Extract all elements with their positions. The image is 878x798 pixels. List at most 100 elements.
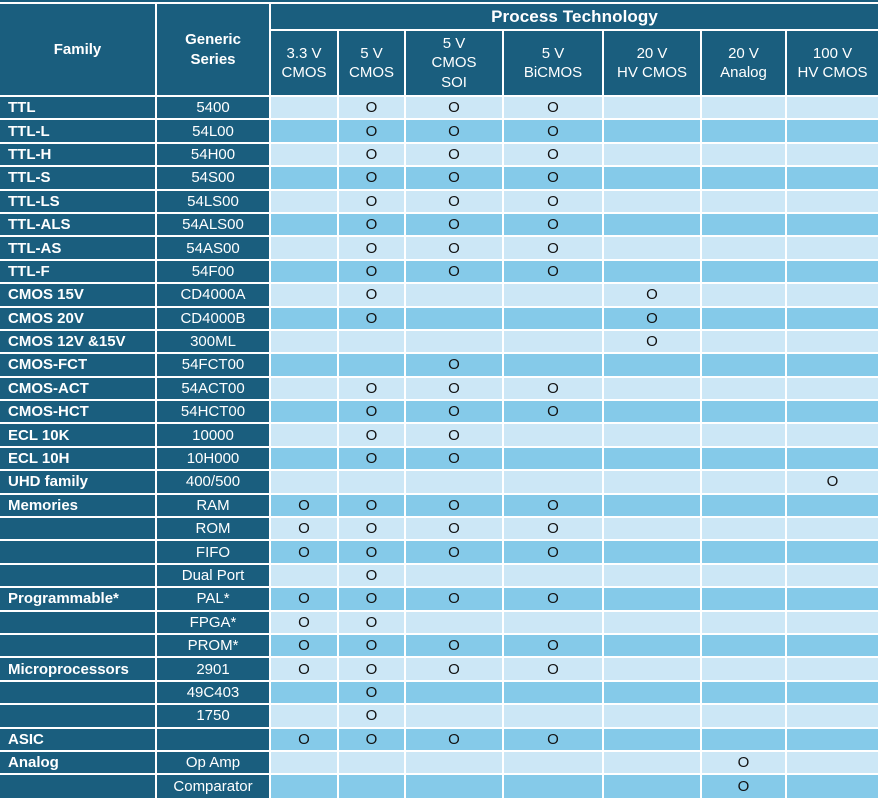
mark-cell-4: O xyxy=(502,375,604,402)
mark-cell-1 xyxy=(269,328,339,355)
family-cell xyxy=(0,632,157,659)
mark-cell-7 xyxy=(784,422,878,448)
family-cell: Analog xyxy=(0,749,157,776)
mark-cell-2: O xyxy=(337,679,406,706)
series-cell: 400/500 xyxy=(155,469,271,495)
mark-cell-1 xyxy=(269,703,339,729)
mark-cell-3: O xyxy=(404,492,504,519)
mark-cell-4: O xyxy=(502,258,604,285)
process-technology-table: Family Generic Series Process Technology… xyxy=(0,3,878,798)
mark-cell-1 xyxy=(269,211,339,238)
mark-cell-5 xyxy=(602,609,702,636)
mark-cell-2: O xyxy=(337,118,406,144)
mark-cell-4 xyxy=(502,328,604,355)
mark-cell-3 xyxy=(404,282,504,308)
mark-cell-7 xyxy=(784,141,878,168)
table-row: CMOS-FCT 54FCT00 O xyxy=(0,352,878,378)
mark-cell-4 xyxy=(502,749,604,776)
mark-cell-1 xyxy=(269,188,339,214)
table-row: CMOS 12V &15V 300ML O xyxy=(0,328,878,355)
mark-cell-6 xyxy=(700,539,787,565)
series-cell: 54F00 xyxy=(155,258,271,285)
mark-cell-4 xyxy=(502,703,604,729)
family-cell: CMOS-HCT xyxy=(0,399,157,425)
mark-cell-7 xyxy=(784,539,878,565)
mark-cell-6 xyxy=(700,165,787,191)
mark-cell-7 xyxy=(784,305,878,331)
mark-cell-1 xyxy=(269,305,339,331)
mark-cell-4: O xyxy=(502,211,604,238)
table-row: ECL 10H 10H000 O O xyxy=(0,445,878,472)
series-cell: 54H00 xyxy=(155,141,271,168)
mark-cell-1: O xyxy=(269,726,339,752)
mark-cell-3: O xyxy=(404,258,504,285)
process-column-header-3: 5 V CMOS SOI xyxy=(404,29,504,97)
mark-cell-5 xyxy=(602,445,702,472)
mark-cell-6 xyxy=(700,235,787,261)
family-cell xyxy=(0,679,157,706)
mark-cell-5 xyxy=(602,469,702,495)
series-cell: 1750 xyxy=(155,703,271,729)
mark-cell-7 xyxy=(784,562,878,589)
mark-cell-7 xyxy=(784,211,878,238)
mark-cell-6: O xyxy=(700,773,787,798)
series-cell: 5400 xyxy=(155,94,271,121)
mark-cell-6 xyxy=(700,282,787,308)
mark-cell-6 xyxy=(700,445,787,472)
mark-cell-7 xyxy=(784,375,878,402)
mark-cell-4 xyxy=(502,422,604,448)
series-cell: CD4000A xyxy=(155,282,271,308)
mark-cell-5 xyxy=(602,258,702,285)
family-cell: CMOS 12V &15V xyxy=(0,328,157,355)
mark-cell-4: O xyxy=(502,188,604,214)
family-cell: TTL xyxy=(0,94,157,121)
mark-cell-7 xyxy=(784,352,878,378)
mark-cell-2: O xyxy=(337,258,406,285)
table-top-border xyxy=(0,2,878,4)
mark-cell-1: O xyxy=(269,656,339,682)
mark-cell-2 xyxy=(337,352,406,378)
mark-cell-4 xyxy=(502,562,604,589)
mark-cell-1 xyxy=(269,375,339,402)
table-row: CMOS 15V CD4000A O O xyxy=(0,282,878,308)
mark-cell-3: O xyxy=(404,632,504,659)
mark-cell-3 xyxy=(404,328,504,355)
series-cell: 10H000 xyxy=(155,445,271,472)
mark-cell-2: O xyxy=(337,562,406,589)
family-cell: TTL-LS xyxy=(0,188,157,214)
mark-cell-2: O xyxy=(337,141,406,168)
mark-cell-2: O xyxy=(337,235,406,261)
mark-cell-7 xyxy=(784,188,878,214)
mark-cell-4: O xyxy=(502,539,604,565)
mark-cell-6 xyxy=(700,328,787,355)
table-row: TTL-L 54L00 O O O xyxy=(0,118,878,144)
mark-cell-3: O xyxy=(404,375,504,402)
mark-cell-6 xyxy=(700,258,787,285)
mark-cell-5 xyxy=(602,188,702,214)
mark-cell-3: O xyxy=(404,726,504,752)
mark-cell-6 xyxy=(700,94,787,121)
table-row: FPGA* O O xyxy=(0,609,878,636)
mark-cell-6 xyxy=(700,141,787,168)
family-cell: TTL-AS xyxy=(0,235,157,261)
mark-cell-4 xyxy=(502,305,604,331)
mark-cell-7 xyxy=(784,656,878,682)
series-cell: Comparator xyxy=(155,773,271,798)
mark-cell-6 xyxy=(700,586,787,612)
mark-cell-2: O xyxy=(337,609,406,636)
mark-cell-5 xyxy=(602,562,702,589)
mark-cell-5 xyxy=(602,679,702,706)
mark-cell-5 xyxy=(602,586,702,612)
mark-cell-3: O xyxy=(404,539,504,565)
mark-cell-5 xyxy=(602,118,702,144)
series-cell: 300ML xyxy=(155,328,271,355)
table-row: TTL-ALS 54ALS00 O O O xyxy=(0,211,878,238)
mark-cell-2: O xyxy=(337,375,406,402)
mark-cell-3: O xyxy=(404,165,504,191)
table-row: 1750 O xyxy=(0,703,878,729)
mark-cell-5 xyxy=(602,773,702,798)
mark-cell-6 xyxy=(700,375,787,402)
mark-cell-2 xyxy=(337,749,406,776)
family-cell: UHD family xyxy=(0,469,157,495)
mark-cell-3: O xyxy=(404,445,504,472)
